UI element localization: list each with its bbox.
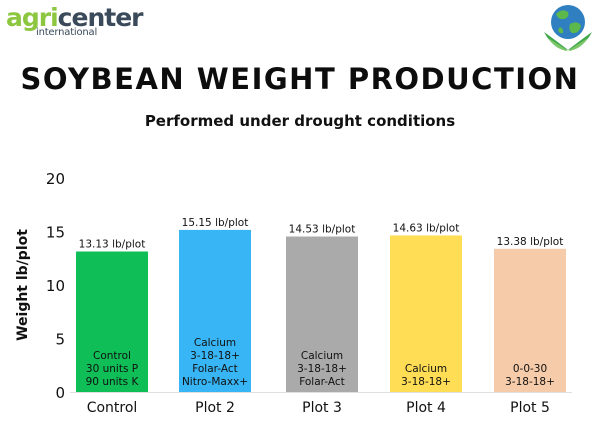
x-tick-label: Plot 4: [406, 400, 446, 416]
bar: [494, 248, 566, 392]
x-tick-label: Plot 5: [510, 400, 550, 416]
value-label: 14.53 lb/plot: [289, 224, 356, 236]
globe-hands-icon: [544, 5, 592, 51]
agricenter-logo: agricenter international: [6, 3, 144, 38]
bar: [390, 235, 462, 392]
value-label: 13.13 lb/plot: [79, 239, 146, 251]
treatment-label: Calcium: [405, 363, 447, 375]
bar: [179, 229, 251, 392]
treatment-label: 3-18-18+: [190, 350, 240, 362]
treatment-label: Calcium: [194, 337, 236, 349]
bar: [286, 236, 358, 392]
value-label: 15.15 lb/plot: [182, 217, 249, 229]
bar: [76, 251, 148, 392]
logo-subtext: international: [36, 27, 98, 38]
x-tick-label: Plot 3: [302, 400, 342, 416]
treatment-label: 0-0-30: [513, 363, 547, 375]
logo-brand-a: agri: [6, 3, 59, 32]
y-tick-label: 20: [46, 170, 65, 188]
chart-title: SOYBEAN WEIGHT PRODUCTION: [20, 62, 580, 96]
y-tick-label: 10: [46, 277, 65, 295]
treatment-label: 90 units K: [86, 376, 140, 388]
logo-wordmark: agricenter: [6, 3, 144, 32]
x-tick-label: Control: [87, 400, 138, 416]
y-tick-label: 5: [55, 331, 65, 349]
y-tick-label: 15: [46, 224, 65, 242]
chart-subtitle: Performed under drought conditions: [144, 112, 456, 130]
logo-brand-b: center: [57, 3, 144, 32]
y-axis-label: Weight lb/plot: [15, 229, 31, 341]
treatment-label: Nitro-Maxx+: [182, 376, 248, 388]
y-tick-label: 0: [55, 384, 65, 402]
value-label: 14.63 lb/plot: [393, 222, 460, 234]
value-label: 13.38 lb/plot: [497, 236, 564, 248]
x-tick-label: Plot 2: [195, 400, 235, 416]
treatment-label: 3-18-18+: [505, 376, 555, 388]
treatment-label: Folar-Act: [192, 363, 238, 375]
treatment-label: 30 units P: [86, 363, 138, 375]
treatment-label: Folar-Act: [299, 376, 345, 388]
treatment-label: Control: [93, 350, 131, 362]
treatment-label: 3-18-18+: [297, 363, 347, 375]
treatment-label: 3-18-18+: [401, 376, 451, 388]
treatment-label: Calcium: [301, 350, 343, 362]
